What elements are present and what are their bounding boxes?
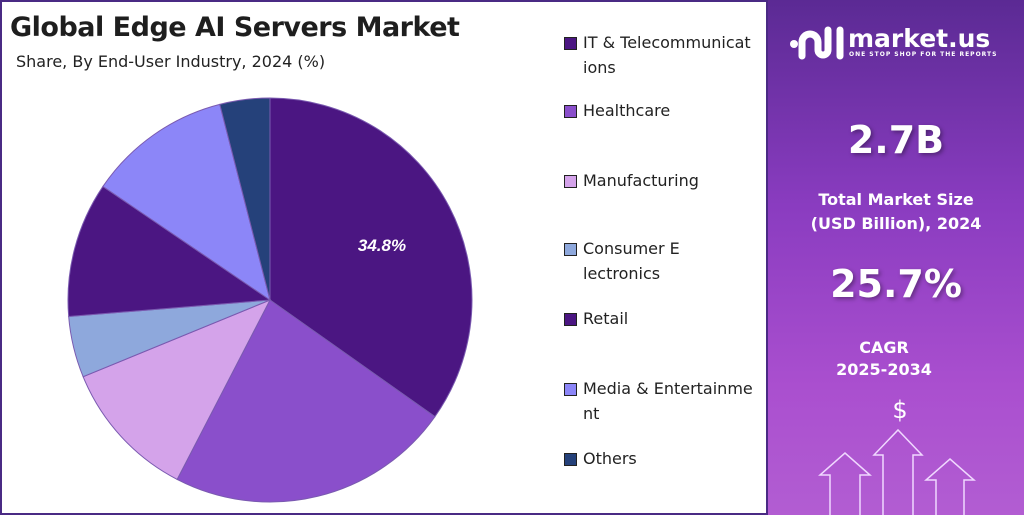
market-size-label-1: Total Market Size xyxy=(818,190,974,209)
legend-swatch xyxy=(564,37,577,50)
legend-item: IT & Telecommunications xyxy=(564,30,753,80)
cagr-period: 2025-2034 xyxy=(836,360,932,379)
cagr-value: 25.7% xyxy=(830,262,962,306)
brand-name: market.us xyxy=(848,24,991,53)
chart-panel: Global Edge AI Servers Market Share, By … xyxy=(0,0,768,515)
pie-chart: 34.8% xyxy=(67,97,473,503)
legend-item: Retail xyxy=(564,306,761,331)
dollar-icon: $ xyxy=(892,396,908,424)
brand-tagline: ONE STOP SHOP FOR THE REPORTS xyxy=(849,51,998,58)
data-label-it-telecommunications: 34.8% xyxy=(358,236,406,255)
chart-subtitle: Share, By End-User Industry, 2024 (%) xyxy=(16,52,326,71)
market-size-value: 2.7B xyxy=(847,118,945,162)
growth-arrows-icon xyxy=(818,428,976,515)
summary-panel: market.us ONE STOP SHOP FOR THE REPORTS … xyxy=(768,0,1024,515)
legend-label: IT & Telecommunications xyxy=(583,33,751,77)
pie-slice-healthcare xyxy=(176,299,436,503)
legend-swatch xyxy=(564,383,577,396)
legend-label: Media & Entertainment xyxy=(583,379,753,423)
legend-swatch xyxy=(564,243,577,256)
legend-label: Others xyxy=(583,449,637,468)
pie-slice-others xyxy=(219,97,271,301)
pie-slice-it-telecommunications xyxy=(269,97,473,418)
pie-slice-retail xyxy=(67,185,272,318)
legend-item: Consumer Electronics xyxy=(564,236,683,286)
legend-swatch xyxy=(564,105,577,118)
legend-label: Manufacturing xyxy=(583,171,699,190)
legend-label: Consumer Electronics xyxy=(583,239,680,283)
legend-swatch xyxy=(564,175,577,188)
market-us-logo-icon xyxy=(790,26,844,60)
legend-item: Media & Entertainment xyxy=(564,376,753,426)
legend-label: Retail xyxy=(583,309,629,328)
market-size-label-2: (USD Billion), 2024 xyxy=(810,214,982,233)
pie-slice-manufacturing xyxy=(82,299,272,481)
legend-item: Healthcare xyxy=(564,98,761,123)
chart-title: Global Edge AI Servers Market xyxy=(10,12,460,43)
legend-swatch xyxy=(564,313,577,326)
legend-item: Others xyxy=(564,446,761,471)
pie-slice-media-entertainment xyxy=(102,103,271,302)
cagr-label: CAGR xyxy=(859,338,909,357)
legend-label: Healthcare xyxy=(583,101,671,120)
legend-swatch xyxy=(564,453,577,466)
legend-item: Manufacturing xyxy=(564,168,761,193)
